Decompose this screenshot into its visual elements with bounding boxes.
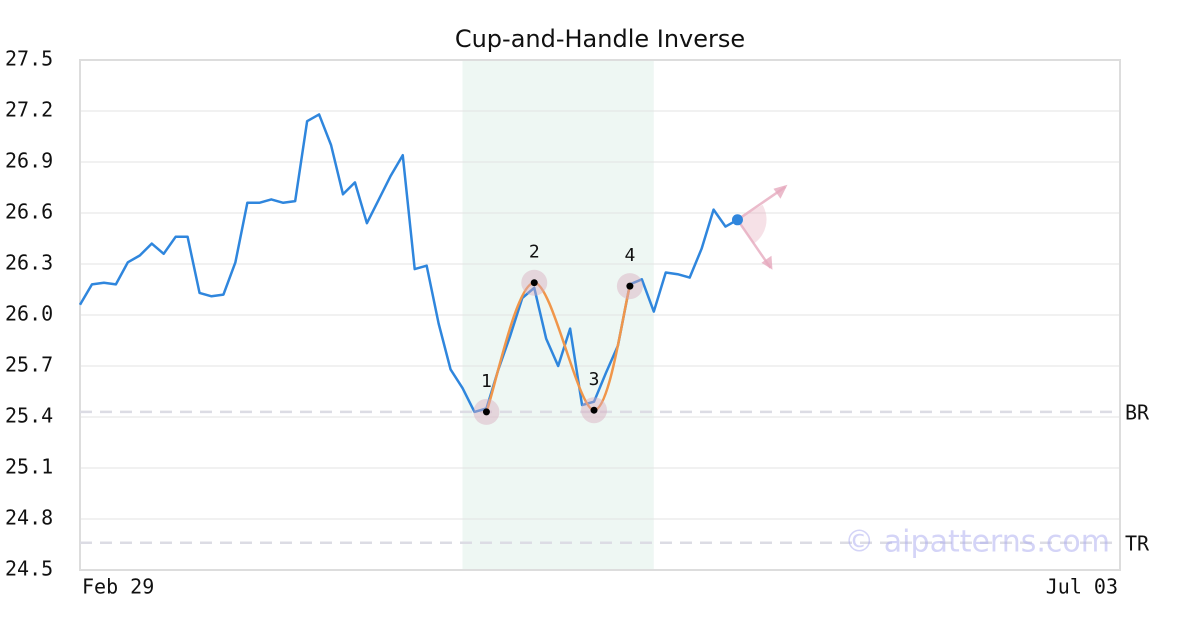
x-tick-label: Feb 29 — [82, 575, 154, 599]
x-tick-label: Jul 03 — [1046, 575, 1118, 599]
projection-arrowhead — [773, 184, 788, 199]
pattern-point-label: 1 — [481, 371, 492, 392]
y-tick-label: 25.7 — [5, 353, 53, 377]
y-tick-label: 27.5 — [5, 47, 53, 71]
projection-arrow — [736, 219, 772, 269]
y-tick-label: 24.8 — [5, 506, 53, 530]
y-tick-label: 25.1 — [5, 455, 53, 479]
y-tick-label: 26.9 — [5, 149, 53, 173]
reference-label: TR — [1125, 531, 1150, 555]
y-tick-label: 25.4 — [5, 404, 53, 428]
y-tick-label: 26.0 — [5, 302, 53, 326]
last-point — [731, 214, 743, 226]
pattern-point-label: 2 — [529, 242, 540, 263]
y-tick-label: 27.2 — [5, 98, 53, 122]
pattern-point — [590, 406, 598, 414]
pattern-point-label: 3 — [589, 369, 600, 390]
projection-arrowhead — [761, 255, 773, 270]
pattern-point — [530, 279, 538, 287]
y-tick-label: 24.5 — [5, 557, 53, 581]
plot-frame — [79, 59, 1121, 571]
watermark: © aipatterns.com — [844, 525, 1110, 560]
pattern-point-label: 4 — [624, 245, 635, 266]
y-tick-label: 26.3 — [5, 251, 53, 275]
reference-label: BR — [1125, 400, 1150, 424]
chart-title: Cup-and-Handle Inverse — [455, 25, 745, 53]
projection-fan — [737, 204, 767, 244]
pattern-curve — [485, 281, 632, 413]
pattern-point — [482, 408, 490, 416]
pattern-point — [626, 282, 634, 290]
y-tick-label: 26.6 — [5, 200, 53, 224]
